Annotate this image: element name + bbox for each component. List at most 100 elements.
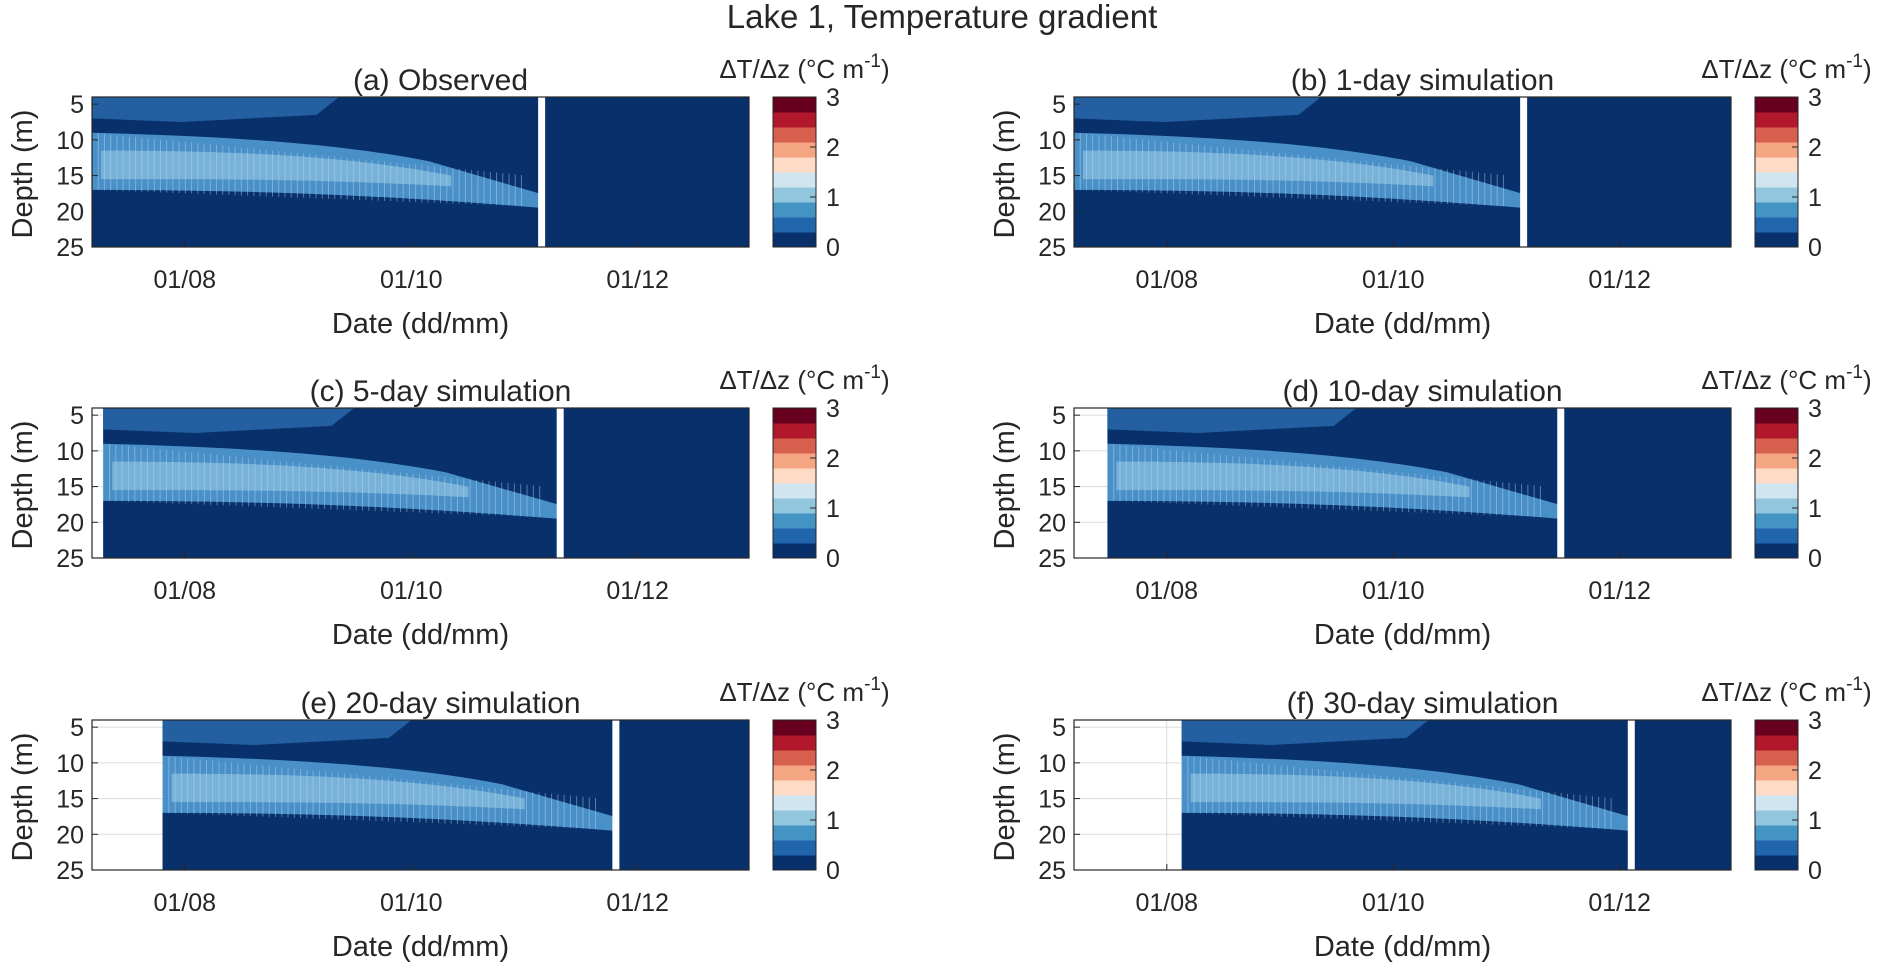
x-tick-label: 01/10 — [1362, 266, 1425, 294]
colorbar-segment — [773, 483, 816, 499]
colorbar-segment — [1755, 217, 1798, 233]
data-gap — [538, 97, 546, 247]
colorbar-segment — [773, 735, 816, 751]
colorbar-segment — [1755, 780, 1798, 796]
y-tick-label: 15 — [1038, 163, 1066, 191]
colorbar-segment — [773, 97, 816, 113]
x-tick-label: 01/10 — [380, 889, 443, 917]
panel-title: (b) 1-day simulation — [1291, 64, 1554, 97]
colorbar-tick-label: 0 — [826, 234, 840, 262]
colorbar-tick-label: 1 — [1808, 184, 1822, 212]
thermocline-core — [100, 150, 452, 187]
colorbar-tick-label: 0 — [826, 857, 840, 885]
colorbar-segment — [773, 795, 816, 811]
thermocline-core — [171, 773, 525, 810]
colorbar-tick-label: 1 — [1808, 495, 1822, 523]
colorbar-segment — [1755, 765, 1798, 781]
colorbar-label-exponent: -1 — [864, 51, 881, 72]
y-tick-label: 25 — [56, 545, 84, 573]
axes-box — [91, 719, 750, 871]
colorbar-segment — [1755, 543, 1798, 559]
colorbar-segment — [1755, 157, 1798, 173]
y-tick-label: 15 — [56, 474, 84, 502]
colorbar-label-main: ΔT/Δz (°C m — [1701, 365, 1846, 395]
colorbar-box — [772, 96, 817, 248]
surface-layer — [1074, 97, 1322, 122]
colorbar-tick-label: 3 — [826, 707, 840, 735]
colorbar-segment — [1755, 750, 1798, 766]
colorbar-segment — [1755, 232, 1798, 248]
x-axis-label: Date (dd/mm) — [1314, 308, 1491, 340]
colorbar-segment — [773, 468, 816, 484]
panel-title: (e) 20-day simulation — [300, 687, 580, 720]
axes-box — [91, 96, 750, 248]
colorbar-tick-label: 1 — [826, 184, 840, 212]
colorbar-tick-label: 1 — [1808, 807, 1822, 835]
colorbar-segment — [1755, 453, 1798, 469]
axes-box — [1073, 96, 1732, 248]
colorbar: 0 1 2 3ΔT/Δz (°C m-1) — [719, 362, 889, 573]
colorbar-segment — [1755, 423, 1798, 439]
heatmap — [1106, 408, 1731, 558]
colorbar-box — [772, 407, 817, 559]
colorbar-segment — [1755, 810, 1798, 826]
y-tick-label: 10 — [56, 750, 84, 778]
colorbar-label: ΔT/Δz (°C m-1) — [719, 674, 889, 707]
colorbar-segment — [1755, 795, 1798, 811]
colorbar-tick-label: 3 — [1808, 707, 1822, 735]
x-tick-label: 01/12 — [1588, 889, 1651, 917]
x-tick-label: 01/08 — [1136, 577, 1199, 605]
colorbar-tick-label: 2 — [826, 757, 840, 785]
y-tick-label: 15 — [1038, 786, 1066, 814]
panel-title: (f) 30-day simulation — [1287, 687, 1559, 720]
colorbar: 0 1 2 3ΔT/Δz (°C m-1) — [719, 674, 889, 885]
heatmap — [92, 97, 749, 247]
colorbar-segment — [1755, 825, 1798, 841]
colorbar-segment — [1755, 735, 1798, 751]
y-tick-label: 20 — [56, 509, 84, 537]
colorbar-segment — [773, 408, 816, 424]
x-tick-label: 01/08 — [1136, 266, 1199, 294]
colorbar-label: ΔT/Δz (°C m-1) — [1701, 362, 1871, 395]
surface-layer — [92, 97, 340, 122]
colorbar-tick-label: 2 — [826, 134, 840, 162]
thermocline-core — [1082, 150, 1434, 187]
heatmap — [1074, 97, 1731, 247]
colorbar-segment — [773, 720, 816, 736]
y-axis-label: Depth (m) — [989, 733, 1021, 862]
colorbar-box — [1754, 96, 1799, 248]
colorbar-label-close: ) — [1863, 54, 1872, 84]
colorbar: 0 1 2 3ΔT/Δz (°C m-1) — [1701, 51, 1871, 262]
colorbar-segment — [773, 528, 816, 544]
x-tick-label: 01/10 — [380, 266, 443, 294]
colorbar-segment — [1755, 840, 1798, 856]
colorbar-segment — [1755, 528, 1798, 544]
y-axis-label: Depth (m) — [989, 421, 1021, 550]
x-tick-label: 01/12 — [606, 889, 669, 917]
colorbar-label-main: ΔT/Δz (°C m — [719, 54, 864, 84]
colorbar-segment — [773, 202, 816, 218]
colorbar-segment — [773, 543, 816, 559]
x-axis-label: Date (dd/mm) — [332, 931, 509, 963]
data-gap — [1557, 408, 1565, 558]
colorbar-label: ΔT/Δz (°C m-1) — [719, 362, 889, 395]
data-gap — [556, 408, 564, 558]
colorbar: 0 1 2 3ΔT/Δz (°C m-1) — [1701, 674, 1871, 885]
y-tick-label: 10 — [1038, 127, 1066, 155]
y-axis-label: Depth (m) — [7, 110, 39, 239]
colorbar-label: ΔT/Δz (°C m-1) — [1701, 51, 1871, 84]
colorbar-tick-label: 3 — [1808, 395, 1822, 423]
y-tick-label: 20 — [1038, 198, 1066, 226]
colorbar-segment — [1755, 142, 1798, 158]
y-tick-label: 5 — [1052, 402, 1066, 430]
colorbar-label-main: ΔT/Δz (°C m — [719, 677, 864, 707]
x-tick-label: 01/08 — [154, 266, 217, 294]
colorbar-segment — [773, 498, 816, 514]
colorbar-label-close: ) — [1863, 677, 1872, 707]
colorbar-segment — [773, 112, 816, 128]
colorbar-label-exponent: -1 — [1846, 362, 1863, 383]
